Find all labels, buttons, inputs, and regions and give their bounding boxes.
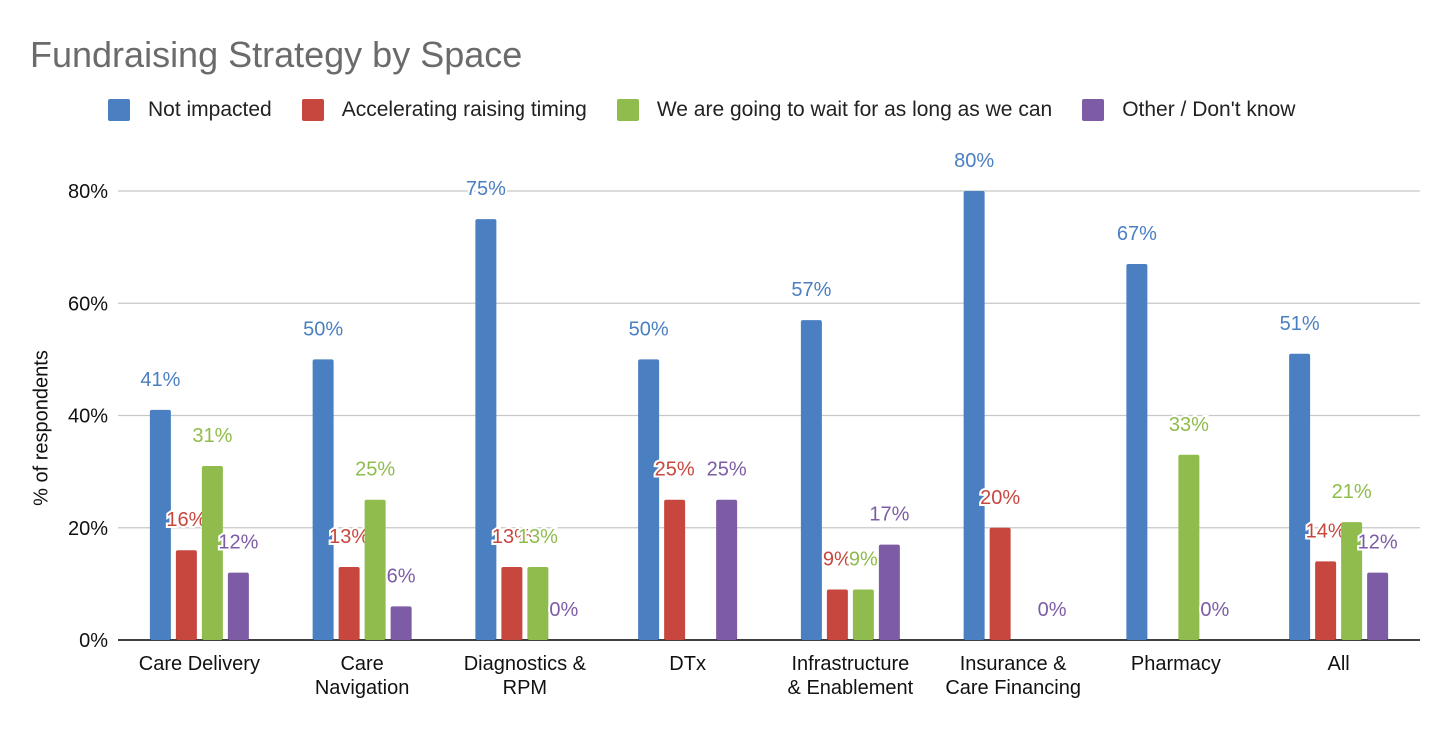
y-tick-label: 60%: [68, 293, 108, 315]
legend-label-accelerating: Accelerating raising timing: [341, 98, 587, 121]
chart-title: Fundraising Strategy by Space: [30, 34, 523, 75]
data-label: 14%: [1306, 520, 1346, 542]
bar: [1315, 561, 1337, 640]
legend-item-wait: We are going to wait for as long as we c…: [616, 98, 1053, 122]
bar: [1341, 522, 1363, 640]
data-label: 25%: [655, 459, 695, 481]
bar: [364, 499, 386, 640]
bar: [1367, 572, 1389, 640]
bar: [963, 191, 985, 640]
data-label: 57%: [791, 279, 831, 301]
data-label: 13%: [518, 526, 558, 548]
data-label: 12%: [218, 532, 258, 554]
bar: [1289, 353, 1311, 640]
bar: [201, 466, 223, 640]
x-tick-label: Care: [340, 653, 383, 675]
legend-swatch-wait: [616, 99, 639, 121]
y-tick-label: 0%: [79, 630, 108, 652]
bar: [1178, 454, 1200, 640]
x-tick-label: All: [1328, 653, 1350, 675]
bar: [227, 572, 249, 640]
data-label: 20%: [980, 487, 1020, 509]
bar: [1126, 263, 1148, 640]
legend-swatch-other: [1082, 99, 1105, 121]
bar: [638, 359, 660, 640]
data-label: 13%: [329, 526, 369, 548]
x-tick-label: DTx: [669, 653, 706, 675]
legend-label-other: Other / Don't know: [1122, 98, 1296, 121]
y-tick-label: 40%: [68, 406, 108, 428]
x-tick-label: Infrastructure: [791, 653, 909, 675]
x-tick-label: RPM: [503, 677, 547, 699]
data-label: 50%: [303, 318, 343, 340]
bar: [149, 409, 171, 640]
bar: [852, 589, 874, 640]
bar: [800, 320, 822, 640]
legend: Not impacted Accelerating raising timing…: [108, 98, 1325, 122]
bar: [175, 550, 197, 640]
legend-label-wait: We are going to wait for as long as we c…: [656, 98, 1053, 121]
bar: [716, 499, 738, 640]
data-label: 21%: [1332, 481, 1372, 503]
bar: [989, 527, 1011, 640]
data-label: 6%: [387, 565, 416, 587]
legend-item-accelerating: Accelerating raising timing: [301, 98, 587, 122]
bar: [312, 359, 334, 640]
data-label: 75%: [466, 178, 506, 200]
x-tick-label: Insurance &: [960, 653, 1067, 675]
data-label: 33%: [1169, 414, 1209, 436]
bar: [878, 544, 900, 640]
data-label: 80%: [954, 150, 994, 172]
legend-swatch-not-impacted: [108, 99, 130, 121]
legend-item-not-impacted: Not impacted: [108, 98, 272, 122]
data-label: 0%: [1200, 599, 1229, 621]
x-tick-label: Care Financing: [945, 677, 1081, 699]
data-label: 31%: [192, 425, 232, 447]
bar: [390, 606, 412, 640]
data-label: 50%: [629, 318, 669, 340]
x-tick-label: Pharmacy: [1131, 653, 1221, 675]
legend-item-other: Other / Don't know: [1082, 98, 1295, 122]
data-label: 13%: [492, 526, 532, 548]
bar: [664, 499, 686, 640]
y-tick-label: 80%: [68, 181, 108, 203]
data-label: 9%: [823, 548, 852, 570]
data-label: 16%: [166, 509, 206, 531]
x-tick-label: Care Delivery: [139, 653, 260, 675]
legend-swatch-accelerating: [301, 99, 324, 121]
bar: [527, 567, 549, 640]
data-label: 0%: [549, 599, 578, 621]
data-label: 41%: [140, 369, 180, 391]
data-label: 9%: [849, 548, 878, 570]
x-tick-label: Navigation: [315, 677, 410, 699]
data-label: 67%: [1117, 223, 1157, 245]
bar: [826, 589, 848, 640]
legend-label-not-impacted: Not impacted: [148, 98, 272, 121]
bar: [338, 567, 360, 640]
data-label: 25%: [707, 459, 747, 481]
data-label: 12%: [1358, 532, 1398, 554]
bar: [475, 219, 497, 640]
x-tick-label: Diagnostics &: [464, 653, 587, 675]
data-label: 51%: [1280, 313, 1320, 335]
data-label: 17%: [869, 504, 909, 526]
bar: [501, 567, 523, 640]
y-tick-label: 20%: [68, 518, 108, 540]
x-tick-label: & Enablement: [788, 677, 914, 699]
data-label: 25%: [355, 459, 395, 481]
data-label: 0%: [1038, 599, 1067, 621]
